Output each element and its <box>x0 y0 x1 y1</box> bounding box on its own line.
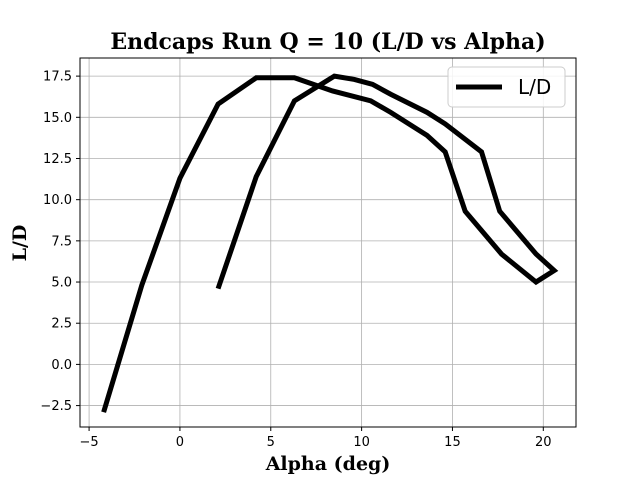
series-layer <box>101 73 559 413</box>
y-tick-label: −2.5 <box>40 399 72 414</box>
y-tick-label: 5.0 <box>51 276 72 291</box>
y-tick-label: 12.5 <box>43 152 72 167</box>
ticks: −5 0 5 10 15 20 −2.5 0.0 2.5 5.0 7.5 10.0 12.5 15.0 17… <box>40 70 551 450</box>
series-line-ld <box>101 73 559 413</box>
y-tick-label: 15.0 <box>43 111 72 126</box>
chart-title: Endcaps Run Q = 10 (L/D vs Alpha) <box>110 29 545 55</box>
plot-frame <box>79 57 577 428</box>
x-tick-label: −5 <box>79 435 98 450</box>
y-tick-label: 2.5 <box>51 317 72 332</box>
y-tick-label: 10.0 <box>43 193 72 208</box>
x-tick-label: 10 <box>353 435 370 450</box>
y-tick-label: 7.5 <box>51 234 72 249</box>
y-tick-label: 0.0 <box>51 358 72 373</box>
x-axis-label: Alpha (deg) <box>265 453 391 475</box>
legend-entry-label: L/D <box>518 75 551 99</box>
x-tick-label: 20 <box>535 435 552 450</box>
legend: L/D <box>447 66 566 108</box>
x-tick-label: 0 <box>176 435 184 450</box>
y-axis-label: L/D <box>9 225 31 262</box>
legend-box <box>447 66 566 108</box>
x-tick-label: 15 <box>444 435 461 450</box>
x-tick-label: 5 <box>267 435 275 450</box>
y-tick-label: 17.5 <box>43 70 72 85</box>
